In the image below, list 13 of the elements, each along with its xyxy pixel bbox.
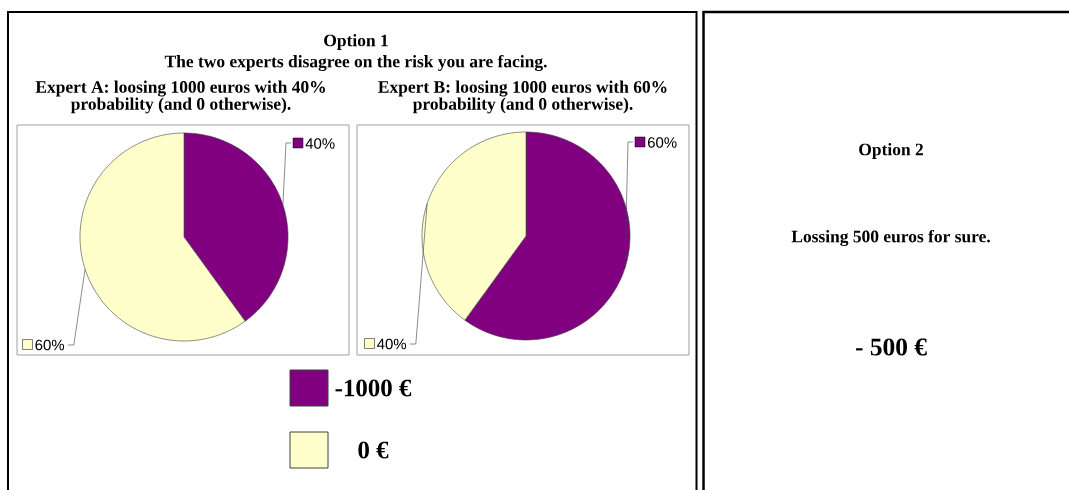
data-label: 40%	[377, 338, 407, 350]
data-label: 60%	[35, 339, 65, 351]
legend-label: -1000 €	[335, 379, 412, 397]
chart-title: Expert B: loosing 1000 euros with 60% probability (and 0 otherwise).	[378, 80, 667, 114]
data-label: 60%	[647, 137, 677, 148]
text: The two experts disagree on the risk you are facing.	[164, 54, 547, 72]
text: Option 1	[324, 34, 388, 50]
legend-label: 0 €	[358, 441, 389, 459]
data-label: 40%	[305, 138, 335, 149]
text: Lossing 500 euros for sure.	[791, 229, 990, 247]
text: Option 2	[859, 143, 923, 159]
text: - 500 €	[855, 338, 927, 356]
chart-title: Expert A: loosing 1000 euros with 40% probability (and 0 otherwise).	[35, 80, 325, 114]
